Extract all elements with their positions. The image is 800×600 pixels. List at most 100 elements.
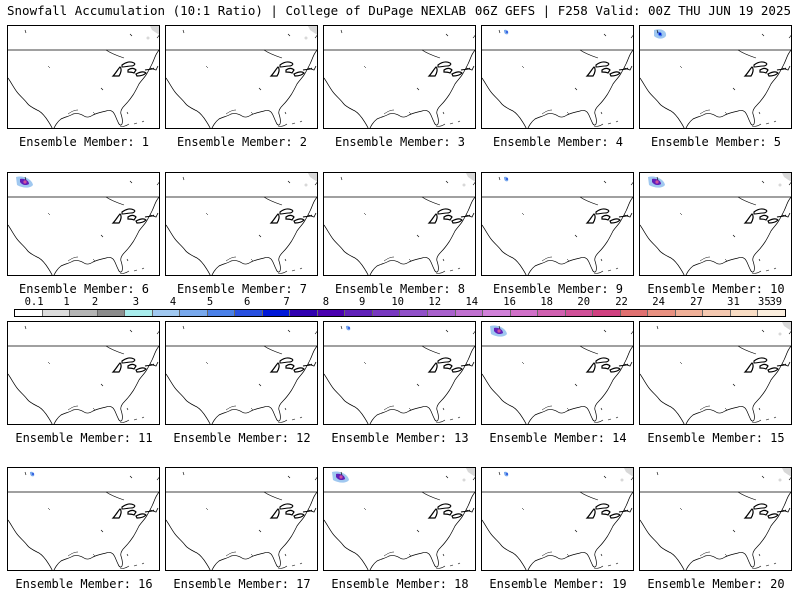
colorbar-cell	[730, 310, 759, 316]
colorbar-tick-label: 18	[540, 296, 553, 308]
colorbar-cell	[207, 310, 236, 316]
colorbar-cell	[538, 310, 566, 316]
snowfall-map	[324, 29, 475, 128]
ensemble-map-panel	[639, 25, 792, 129]
colorbar-tick-label: 3	[132, 296, 140, 308]
ensemble-member-label: Ensemble Member: 18	[331, 577, 469, 591]
colorbar-tick-label: 1	[63, 296, 70, 308]
ensemble-map-panel	[165, 321, 318, 425]
colorbar-cell	[372, 310, 401, 316]
ensemble-map-panel	[165, 172, 318, 276]
colorbar-tick-label: 4	[169, 296, 177, 308]
colorbar-cell	[675, 310, 704, 316]
snowfall-map	[482, 468, 633, 570]
colorbar-cell	[262, 310, 291, 316]
ensemble-member-label: Ensemble Member: 20	[647, 577, 785, 591]
colorbar-cell	[235, 310, 263, 316]
ensemble-member-label: Ensemble Member: 7	[176, 282, 308, 296]
colorbar-cell	[648, 310, 676, 316]
ensemble-map-panel	[7, 467, 160, 571]
snowfall-map	[482, 176, 633, 275]
ensemble-map-panel	[165, 467, 318, 571]
colorbar-cell	[703, 310, 731, 316]
ensemble-map-panel	[481, 321, 634, 425]
snowfall-map	[8, 325, 159, 424]
ensemble-member-label: Ensemble Member: 13	[331, 431, 469, 445]
colorbar-cell	[400, 310, 428, 316]
snowfall-map	[640, 468, 791, 570]
ensemble-member-label: Ensemble Member: 11	[15, 431, 153, 445]
colorbar-cell	[565, 310, 594, 316]
snowfall-map	[640, 322, 791, 424]
ensemble-member-label: Ensemble Member: 10	[647, 282, 785, 296]
ensemble-map-panel	[7, 321, 160, 425]
colorbar-ticks: 0.1 1 2 3 4 5 6 7 8 9 10 12 14 16 18 20 22 24 27 31 35 39	[14, 296, 786, 308]
ensemble-member-label: Ensemble Member: 4	[492, 135, 624, 149]
ensemble-member-label: Ensemble Member: 16	[15, 577, 153, 591]
snowfall-map	[8, 471, 159, 570]
snowfall-map	[166, 173, 317, 275]
snowfall-map	[324, 468, 475, 570]
colorbar-cell	[483, 310, 511, 316]
snowfall-map	[166, 471, 317, 570]
colorbar-tick-label: 10	[391, 296, 404, 308]
colorbar-cell	[180, 310, 208, 316]
ensemble-member-label: Ensemble Member: 9	[492, 282, 624, 296]
ensemble-map-panel	[481, 25, 634, 129]
colorbar-tick-label: 0.1	[24, 296, 44, 308]
ensemble-member-label: Ensemble Member: 8	[334, 282, 466, 296]
ensemble-member-label: Ensemble Member: 2	[176, 135, 308, 149]
colorbar-tick-label: 7	[283, 296, 290, 308]
ensemble-map-panel	[481, 467, 634, 571]
colorbar-tick-label: 2	[91, 296, 99, 308]
colorbar-cell	[593, 310, 621, 316]
colorbar-tick-label: 12	[428, 296, 442, 308]
colorbar-cell	[620, 310, 649, 316]
ensemble-member-label: Ensemble Member: 15	[647, 431, 785, 445]
snowfall-map	[640, 29, 791, 128]
colorbar-cell	[427, 310, 456, 316]
ensemble-member-label: Ensemble Member: 6	[18, 282, 150, 296]
colorbar-tick-label: 35	[758, 296, 771, 308]
ensemble-member-label: Ensemble Member: 12	[173, 431, 311, 445]
ensemble-map-panel	[639, 467, 792, 571]
colorbar-tick-label: 27	[690, 296, 703, 308]
colorbar-tick-label: 31	[727, 296, 740, 308]
snowfall-map	[166, 325, 317, 424]
header-valid-time: 06Z GEFS | F258 Valid: 00Z THU JUN 19 20…	[474, 3, 791, 18]
colorbar-cell	[317, 310, 346, 316]
ensemble-member-label: Ensemble Member: 14	[489, 431, 627, 445]
ensemble-member-label: Ensemble Member: 17	[173, 577, 311, 591]
snowfall-map	[640, 173, 791, 275]
colorbar-cell	[97, 310, 126, 316]
colorbar-tick-label: 9	[359, 296, 366, 308]
ensemble-map-panel	[323, 172, 476, 276]
ensemble-map-panel	[481, 172, 634, 276]
colorbar-cell	[15, 310, 43, 316]
snowfall-map	[324, 173, 475, 275]
colorbar-tick-label: 6	[243, 296, 251, 308]
snowfall-map	[482, 325, 633, 424]
ensemble-map-panel	[323, 25, 476, 129]
colorbar-tick-label: 22	[615, 296, 628, 308]
ensemble-map-panel	[323, 467, 476, 571]
colorbar-tick-label: 5	[206, 296, 214, 308]
ensemble-map-panel	[165, 25, 318, 129]
ensemble-map-panel	[639, 172, 792, 276]
ensemble-map-panel	[7, 172, 160, 276]
colorbar-cell	[290, 310, 318, 316]
colorbar-tick-label: 8	[322, 296, 330, 308]
snowfall-map	[324, 325, 475, 424]
colorbar-cell	[42, 310, 71, 316]
ensemble-member-label: Ensemble Member: 3	[334, 135, 466, 149]
ensemble-map-panel	[7, 25, 160, 129]
colorbar-cell	[455, 310, 484, 316]
colorbar-tick-label: 16	[503, 296, 516, 308]
colorbar-cell	[152, 310, 181, 316]
ensemble-member-label: Ensemble Member: 19	[489, 577, 627, 591]
colorbar-cell	[125, 310, 153, 316]
snowfall-map	[8, 26, 159, 128]
colorbar-cell	[510, 310, 539, 316]
colorbar-tick-label: 39	[769, 296, 783, 308]
colorbar-tick-label: 14	[465, 296, 479, 308]
